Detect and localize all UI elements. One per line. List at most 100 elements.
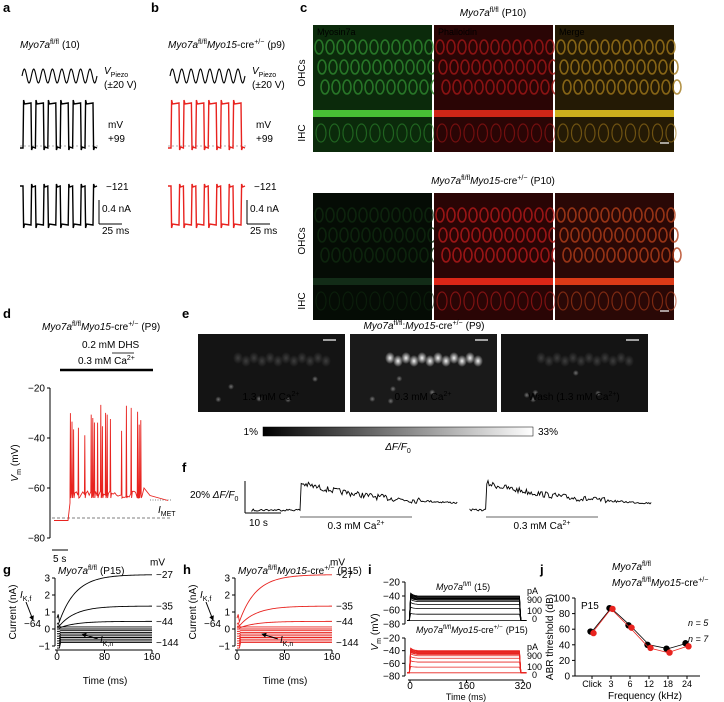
cell bbox=[474, 247, 484, 263]
trace bbox=[237, 625, 332, 628]
cell bbox=[389, 385, 396, 392]
cell bbox=[382, 123, 395, 143]
panel-title-part: (P10) bbox=[530, 176, 554, 187]
cell bbox=[485, 247, 495, 263]
panel-title-part: +/− bbox=[494, 624, 503, 631]
cell bbox=[424, 207, 434, 223]
cell bbox=[328, 123, 341, 143]
drug-label: 0.2 mM DHS bbox=[82, 340, 140, 351]
panel-letter: j bbox=[539, 562, 544, 577]
panel-title-part: (P9) bbox=[466, 321, 485, 332]
cell bbox=[614, 59, 624, 75]
cell bbox=[512, 39, 522, 55]
cell bbox=[380, 207, 390, 223]
cell bbox=[666, 39, 676, 55]
x-tick-label: 3 bbox=[608, 679, 613, 689]
cell bbox=[353, 247, 363, 263]
cell bbox=[314, 39, 324, 55]
cell bbox=[560, 355, 570, 367]
cell bbox=[460, 227, 470, 243]
x-tick-label: 18 bbox=[663, 679, 673, 689]
voltage-unit: mV bbox=[330, 558, 345, 569]
x-tick-label: Click bbox=[582, 679, 602, 689]
cell bbox=[396, 123, 408, 143]
cell bbox=[573, 247, 583, 263]
image-label-part: Wash (1.3 mM Ca bbox=[528, 392, 609, 403]
panel-title: Myo7afl/fl (15) bbox=[436, 581, 490, 592]
trace bbox=[57, 633, 152, 637]
cell bbox=[380, 39, 390, 55]
application-label-part: 2+ bbox=[562, 520, 570, 527]
y-tick-label: 40 bbox=[559, 640, 571, 651]
cell bbox=[576, 355, 586, 367]
cell bbox=[545, 39, 555, 55]
panel-title-part: -cre bbox=[435, 321, 453, 332]
cell bbox=[633, 39, 643, 55]
cell bbox=[665, 123, 677, 143]
cell bbox=[375, 79, 385, 95]
cell bbox=[369, 207, 379, 223]
hair-cell-row bbox=[555, 278, 674, 285]
y-axis-label: Current (nA) bbox=[8, 584, 19, 639]
cell bbox=[358, 207, 368, 223]
application-label-part: 2+ bbox=[376, 520, 384, 527]
panel-title: Myo7afl/fl:Myo15-cre+/− (P9) bbox=[363, 320, 484, 332]
legend-entry-part: fl/fl bbox=[642, 561, 651, 568]
cell bbox=[526, 59, 536, 75]
cell bbox=[317, 59, 327, 75]
trace bbox=[237, 638, 332, 644]
voltage-step: −64 bbox=[204, 619, 221, 630]
cell bbox=[523, 392, 530, 399]
x-axis-label: Time (ms) bbox=[83, 676, 128, 687]
legend-entry: Myo7afl/fl bbox=[612, 561, 651, 573]
current-label-part: K,n bbox=[283, 641, 294, 648]
cell bbox=[405, 59, 415, 75]
cell bbox=[313, 352, 323, 364]
y-tick-label: 0 bbox=[224, 625, 230, 636]
cell bbox=[342, 247, 352, 263]
cell bbox=[383, 59, 393, 75]
panel-letter: b bbox=[151, 0, 159, 15]
voltage-step: −44 bbox=[156, 617, 173, 628]
cell bbox=[405, 227, 415, 243]
cell bbox=[534, 207, 544, 223]
trace bbox=[21, 68, 98, 84]
cell bbox=[603, 227, 613, 243]
cell bbox=[435, 207, 445, 223]
panel-title-part: +/− bbox=[324, 565, 334, 572]
panel-title-part: (P15) bbox=[506, 625, 528, 635]
trace bbox=[407, 593, 527, 621]
cell bbox=[328, 227, 338, 243]
scale-label: 20% ΔF/F0 bbox=[190, 490, 239, 503]
stimulus-range: (±20 V) bbox=[104, 80, 137, 91]
cell bbox=[397, 79, 407, 95]
cell bbox=[438, 227, 448, 243]
y-tick-label: −1 bbox=[39, 642, 51, 653]
color-bar-title-part: ΔF/F bbox=[384, 442, 408, 453]
cell bbox=[369, 291, 381, 311]
stimulus-label-part: Piezo bbox=[259, 72, 277, 79]
panel-title-part: Myo15 bbox=[81, 322, 111, 333]
color-bar-title-part: 0 bbox=[407, 448, 411, 455]
data-point bbox=[628, 624, 635, 631]
cell bbox=[597, 291, 610, 311]
cell bbox=[233, 352, 243, 364]
trace bbox=[57, 640, 152, 647]
series-line bbox=[591, 607, 688, 650]
cell bbox=[578, 39, 588, 55]
trace bbox=[57, 635, 152, 639]
panel-title-part: -cre bbox=[237, 40, 255, 51]
cell bbox=[540, 79, 550, 95]
cell bbox=[386, 247, 396, 263]
cell bbox=[559, 59, 569, 75]
cell bbox=[570, 59, 580, 75]
cell bbox=[402, 39, 412, 55]
cell bbox=[396, 291, 408, 311]
voltage-step: −64 bbox=[24, 619, 41, 630]
cell bbox=[573, 79, 583, 95]
cell bbox=[438, 59, 448, 75]
panel-title: Myo7afl/flMyo15-cre+/− (P10) bbox=[431, 175, 555, 187]
panel-title-part: (P15) bbox=[100, 566, 124, 577]
hair-cell-row bbox=[313, 278, 432, 285]
color-bar-title: ΔF/F0 bbox=[384, 442, 411, 455]
